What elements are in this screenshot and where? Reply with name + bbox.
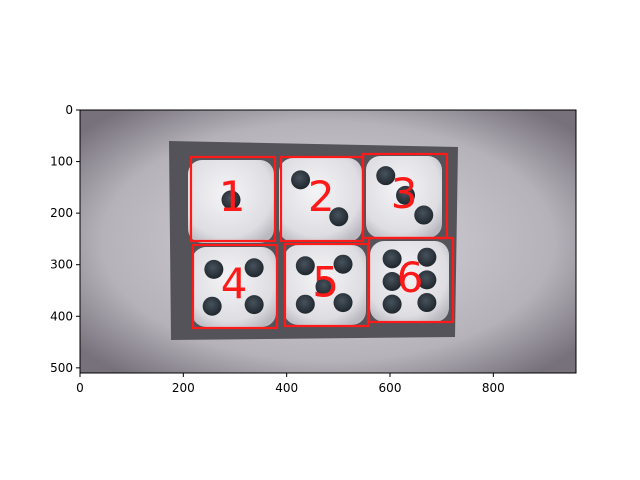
- die-pip: [295, 256, 315, 276]
- die-face-6: [370, 241, 449, 322]
- x-tick-label: 600: [379, 381, 402, 395]
- x-tick: 800: [482, 373, 505, 395]
- die-face-1: [188, 160, 274, 243]
- die-pip: [295, 294, 315, 314]
- die-face-5: [284, 245, 366, 325]
- die-pip: [333, 254, 353, 274]
- detection-label: 1: [219, 172, 246, 221]
- axes-frame: [79, 109, 577, 374]
- detection-1: 1: [189, 155, 277, 243]
- y-tick: 500: [50, 361, 80, 375]
- detection-box: [189, 155, 277, 243]
- x-tick: 200: [172, 373, 195, 395]
- die-pip: [376, 166, 396, 186]
- die-face-2: [279, 158, 362, 242]
- y-tick-label: 400: [50, 309, 73, 323]
- y-tick-label: 300: [50, 258, 73, 272]
- die-pip: [315, 277, 335, 297]
- x-tick-label: 800: [482, 381, 505, 395]
- detection-4: 4: [191, 243, 279, 330]
- detection-label: 6: [397, 253, 424, 302]
- die-pip: [382, 272, 402, 291]
- detection-box: [191, 243, 279, 330]
- y-tick: 300: [50, 258, 80, 272]
- x-tick: 0: [76, 373, 84, 395]
- die-pip: [329, 207, 349, 227]
- detection-label: 5: [312, 257, 339, 306]
- detection-label: 2: [308, 172, 335, 221]
- die-pip: [291, 170, 311, 190]
- detection-3: 3: [361, 152, 449, 240]
- die-pip: [417, 270, 437, 290]
- y-tick-label: 100: [50, 155, 73, 169]
- detection-label: 3: [391, 169, 418, 218]
- detection-6: 6: [367, 236, 455, 324]
- x-tick: 400: [275, 373, 298, 395]
- die-pip: [221, 190, 241, 210]
- die-pip: [244, 258, 264, 278]
- x-tick: 600: [379, 373, 402, 395]
- die-pip: [414, 205, 434, 225]
- die-pip: [417, 293, 437, 313]
- detection-label: 4: [221, 259, 248, 308]
- y-tick: 100: [50, 155, 80, 169]
- die-face-3: [366, 156, 442, 238]
- detection-box: [367, 236, 455, 324]
- die-face-4: [192, 247, 276, 327]
- die-pip: [244, 295, 264, 315]
- y-tick-label: 500: [50, 361, 73, 375]
- die-pip: [382, 294, 402, 314]
- die-pip: [382, 249, 402, 269]
- x-tick-label: 400: [275, 381, 298, 395]
- y-tick-label: 200: [50, 206, 73, 220]
- x-tick-label: 200: [172, 381, 195, 395]
- y-tick: 0: [65, 103, 80, 117]
- x-tick-label: 0: [76, 381, 84, 395]
- detection-2: 2: [279, 155, 365, 243]
- x-axis: 0 200 400 600 800: [76, 373, 505, 395]
- y-tick-label: 0: [65, 103, 73, 117]
- die-pip: [396, 185, 416, 205]
- y-axis: 0 100 200 300 400 500: [50, 103, 80, 375]
- y-tick: 400: [50, 309, 80, 323]
- die-pip: [417, 247, 437, 267]
- die-pip: [333, 293, 353, 313]
- die-pip: [202, 296, 222, 316]
- die-pip: [204, 259, 224, 279]
- y-tick: 200: [50, 206, 80, 220]
